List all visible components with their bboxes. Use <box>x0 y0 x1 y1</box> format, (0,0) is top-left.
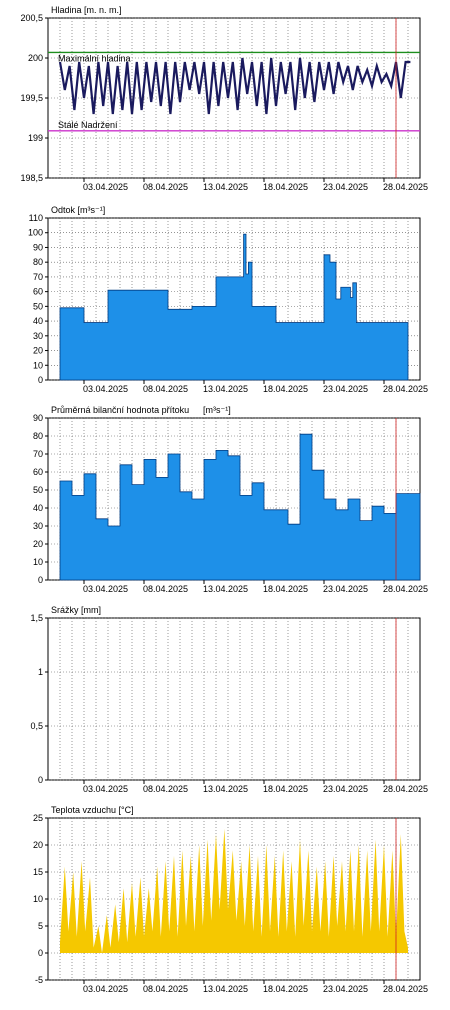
x-tick-label: 08.04.2025 <box>143 984 188 994</box>
y-tick-label: 10 <box>33 894 43 904</box>
y-tick-label: 20 <box>33 840 43 850</box>
y-tick-label: -5 <box>35 975 43 985</box>
y-tick-label: 0 <box>38 575 43 585</box>
y-tick-label: 199 <box>28 133 43 143</box>
y-tick-label: 0 <box>38 375 43 385</box>
x-tick-label: 18.04.2025 <box>263 784 308 794</box>
y-tick-label: 200,5 <box>20 13 43 23</box>
chart-title: Průměrná bilanční hodnota přítoku <box>51 405 189 415</box>
x-tick-label: 08.04.2025 <box>143 384 188 394</box>
y-tick-label: 40 <box>33 503 43 513</box>
x-tick-label: 23.04.2025 <box>323 784 368 794</box>
x-tick-label: 23.04.2025 <box>323 182 368 192</box>
x-tick-label: 18.04.2025 <box>263 584 308 594</box>
x-tick-label: 08.04.2025 <box>143 584 188 594</box>
y-tick-label: 80 <box>33 257 43 267</box>
x-tick-label: 23.04.2025 <box>323 384 368 394</box>
x-tick-label: 03.04.2025 <box>83 384 128 394</box>
x-tick-label: 03.04.2025 <box>83 182 128 192</box>
x-tick-label: 13.04.2025 <box>203 784 248 794</box>
y-tick-label: 100 <box>28 228 43 238</box>
y-tick-label: 60 <box>33 287 43 297</box>
series-area <box>60 828 408 953</box>
x-tick-label: 23.04.2025 <box>323 584 368 594</box>
y-tick-label: 90 <box>33 413 43 423</box>
x-tick-label: 13.04.2025 <box>203 384 248 394</box>
x-tick-label: 28.04.2025 <box>383 584 428 594</box>
chart-title: Hladina [m. n. m.] <box>51 5 122 15</box>
x-tick-label: 03.04.2025 <box>83 584 128 594</box>
chart-title: Teplota vzduchu [°C] <box>51 805 134 815</box>
chart-unit: [m³s⁻¹] <box>203 405 231 415</box>
y-tick-label: 0,5 <box>30 721 43 731</box>
x-tick-label: 13.04.2025 <box>203 984 248 994</box>
x-tick-label: 08.04.2025 <box>143 784 188 794</box>
chart-title: Odtok [m³s⁻¹] <box>51 205 105 215</box>
x-tick-label: 03.04.2025 <box>83 784 128 794</box>
y-tick-label: 1 <box>38 667 43 677</box>
series-area <box>59 233 409 381</box>
x-tick-label: 28.04.2025 <box>383 784 428 794</box>
y-tick-label: 15 <box>33 867 43 877</box>
x-tick-label: 28.04.2025 <box>383 182 428 192</box>
plot-frame <box>47 617 421 781</box>
y-tick-label: 110 <box>29 213 43 223</box>
x-tick-label: 18.04.2025 <box>263 384 308 394</box>
y-tick-label: 30 <box>33 331 43 341</box>
y-tick-label: 70 <box>33 272 43 282</box>
y-tick-label: 199,5 <box>20 93 43 103</box>
x-tick-label: 08.04.2025 <box>143 182 188 192</box>
y-tick-label: 0 <box>38 775 43 785</box>
y-tick-label: 50 <box>33 301 43 311</box>
chart-panel-5: -5 0 5 10 15 20 25 Teplota vzduchu [°C] 03.04.20… <box>33 805 428 994</box>
y-tick-label: 0 <box>38 948 43 958</box>
x-tick-label: 18.04.2025 <box>263 984 308 994</box>
x-tick-label: 28.04.2025 <box>383 384 428 394</box>
y-tick-label: 200 <box>28 53 43 63</box>
y-tick-label: 10 <box>33 360 43 370</box>
max-level-label: Maximální hladina <box>58 53 131 63</box>
series-line <box>58 57 411 115</box>
y-tick-label: 20 <box>33 539 43 549</box>
chart-title: Srážky [mm] <box>51 605 101 615</box>
x-tick-label: 03.04.2025 <box>83 984 128 994</box>
y-tick-label: 60 <box>33 467 43 477</box>
y-tick-label: 50 <box>33 485 43 495</box>
chart-panel-3: 0 10 20 30 40 50 60 70 80 90 Průměrná bilanční hod… <box>33 405 428 594</box>
permanent-level-label: Stálé Nadržení <box>58 120 118 130</box>
y-tick-label: 40 <box>33 316 43 326</box>
x-tick-label: 23.04.2025 <box>323 984 368 994</box>
x-tick-label: 13.04.2025 <box>203 182 248 192</box>
chart-panel-4: 0 0,5 1 1,5 Srážky [mm] 03.04.2025 08.04.2025 1… <box>30 605 428 794</box>
y-tick-label: 30 <box>33 521 43 531</box>
x-tick-label: 18.04.2025 <box>263 182 308 192</box>
y-tick-label: 25 <box>33 813 43 823</box>
chart-panel-1: Maximální hladina Stálé Nadržení 198,5 199 1… <box>20 5 428 192</box>
y-tick-label: 10 <box>33 557 43 567</box>
chart-panel-2: 0 10 20 30 40 50 60 70 80 90 100 110 Odtok [m³s⁻¹] 03… <box>28 205 428 394</box>
x-tick-label: 13.04.2025 <box>203 584 248 594</box>
x-tick-label: 28.04.2025 <box>383 984 428 994</box>
y-tick-label: 198,5 <box>20 173 43 183</box>
y-tick-label: 80 <box>33 431 43 441</box>
y-tick-label: 5 <box>38 921 43 931</box>
y-tick-label: 20 <box>33 346 43 356</box>
series-area <box>59 433 421 581</box>
y-tick-label: 70 <box>33 449 43 459</box>
y-tick-label: 90 <box>33 242 43 252</box>
y-tick-label: 1,5 <box>30 613 43 623</box>
